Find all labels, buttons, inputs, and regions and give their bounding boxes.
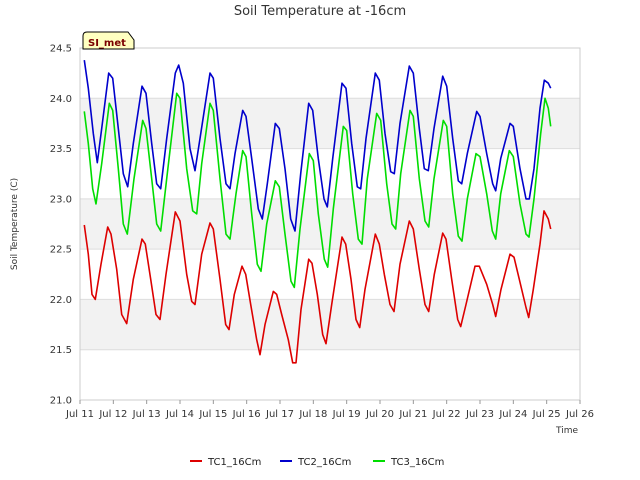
x-tick-label: Jul 15 — [198, 409, 227, 420]
x-tick-label: Jul 12 — [98, 409, 127, 420]
x-axis-label: Time — [555, 426, 578, 436]
y-axis-label: Soil Temperature (C) — [10, 178, 20, 270]
series-line-tc2-16cm — [83, 59, 552, 232]
plot-frame — [79, 47, 581, 401]
x-tick-label: Jul 23 — [465, 409, 494, 420]
chart-legend: TC1_16Cm TC2_16Cm TC3_16Cm — [190, 457, 444, 468]
x-tick-label: Jul 25 — [532, 409, 561, 420]
legend-label: TC1_16Cm — [207, 457, 261, 468]
y-tick-label: 24.0 — [50, 94, 72, 105]
chart-title: Soil Temperature at -16cm — [234, 4, 406, 19]
x-tick-label: Jul 21 — [398, 409, 427, 420]
x-tick-label: Jul 26 — [565, 409, 594, 420]
x-tick-label: Jul 19 — [332, 409, 361, 420]
x-axis-ticks: Jul 11 Jul 12 Jul 13 Jul 14 Jul 15 Jul 16 Jul … — [65, 400, 594, 420]
series-line-tc3-16cm — [83, 92, 552, 289]
x-tick-label: Jul 24 — [498, 409, 527, 420]
y-tick-label: 24.5 — [50, 44, 72, 55]
y-tick-label: 22.0 — [50, 295, 72, 306]
x-tick-label: Jul 14 — [165, 409, 194, 420]
x-tick-label: Jul 11 — [65, 409, 94, 420]
legend-label: TC3_16Cm — [390, 457, 444, 468]
si-met-badge: SI_met — [82, 31, 135, 50]
x-tick-label: Jul 17 — [265, 409, 294, 420]
x-tick-label: Jul 20 — [365, 409, 394, 420]
svg-text:SI_met: SI_met — [88, 38, 126, 49]
x-tick-label: Jul 18 — [298, 409, 327, 420]
legend-label: TC2_16Cm — [297, 457, 351, 468]
y-tick-label: 21.0 — [50, 396, 72, 407]
y-tick-label: 23.5 — [50, 144, 72, 155]
bg-band — [80, 98, 580, 149]
x-tick-label: Jul 22 — [432, 409, 461, 420]
y-tick-label: 23.0 — [50, 194, 72, 205]
y-axis-ticks: 21.0 21.5 22.0 22.5 23.0 23.5 24.0 24.5 — [50, 44, 72, 407]
series-line-tc1-16cm — [83, 210, 552, 364]
series-layer — [83, 59, 552, 364]
x-tick-label: Jul 16 — [232, 409, 261, 420]
x-tick-label: Jul 13 — [132, 409, 161, 420]
y-tick-label: 22.5 — [50, 245, 72, 256]
y-tick-label: 21.5 — [50, 345, 72, 356]
